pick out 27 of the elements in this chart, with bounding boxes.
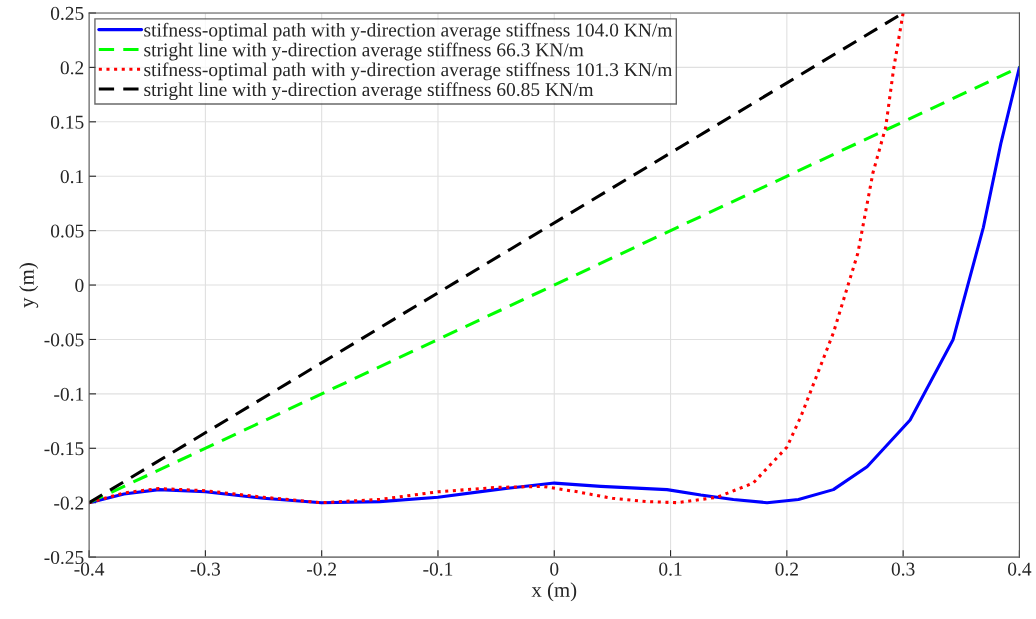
legend-label: stifness-optimal path with y-direction average stiffness 101.3 KN/m [144,62,673,81]
x-tick-label: -0.3 [190,562,221,576]
y-tick-label: 0.25 [50,6,84,21]
y-tick-label: 0 [75,278,84,292]
x-tick-label: 0.1 [659,562,682,576]
y-tick-label: -0.2 [54,496,84,510]
y-tick-label: 0.2 [60,61,84,75]
y-tick-label: -0.25 [44,550,84,565]
x-tick-label: -0.2 [307,562,336,576]
y-tick-label: 0.15 [50,115,84,129]
x-tick-label: -0.4 [74,562,105,576]
line-series [89,13,905,505]
y-tick-label: 0.05 [50,224,84,238]
x-tick-label: 0 [550,562,559,576]
y-tick-label: -0.1 [54,387,84,401]
legend-label: stifness-optimal path with y-direction average stiffness 104.0 KN/m [144,22,673,41]
y-tick-label: -0.05 [44,333,84,347]
x-tick-label: 0.4 [1008,562,1032,576]
x-tick-label: 0.2 [775,562,798,576]
legend-label: stright line with y-direction average stiffness 60.85 KN/m [144,82,594,101]
x-tick-label: -0.1 [423,562,453,576]
y-tick-label: -0.15 [44,442,84,456]
x-axis-title: x (m) [531,582,577,602]
legend-label: stright line with y-direction average stiffness 66.3 KN/m [144,42,584,61]
x-tick-label: 0.3 [891,562,915,576]
y-axis-title: y (m) [19,263,39,308]
y-tick-label: 0.1 [60,170,84,184]
